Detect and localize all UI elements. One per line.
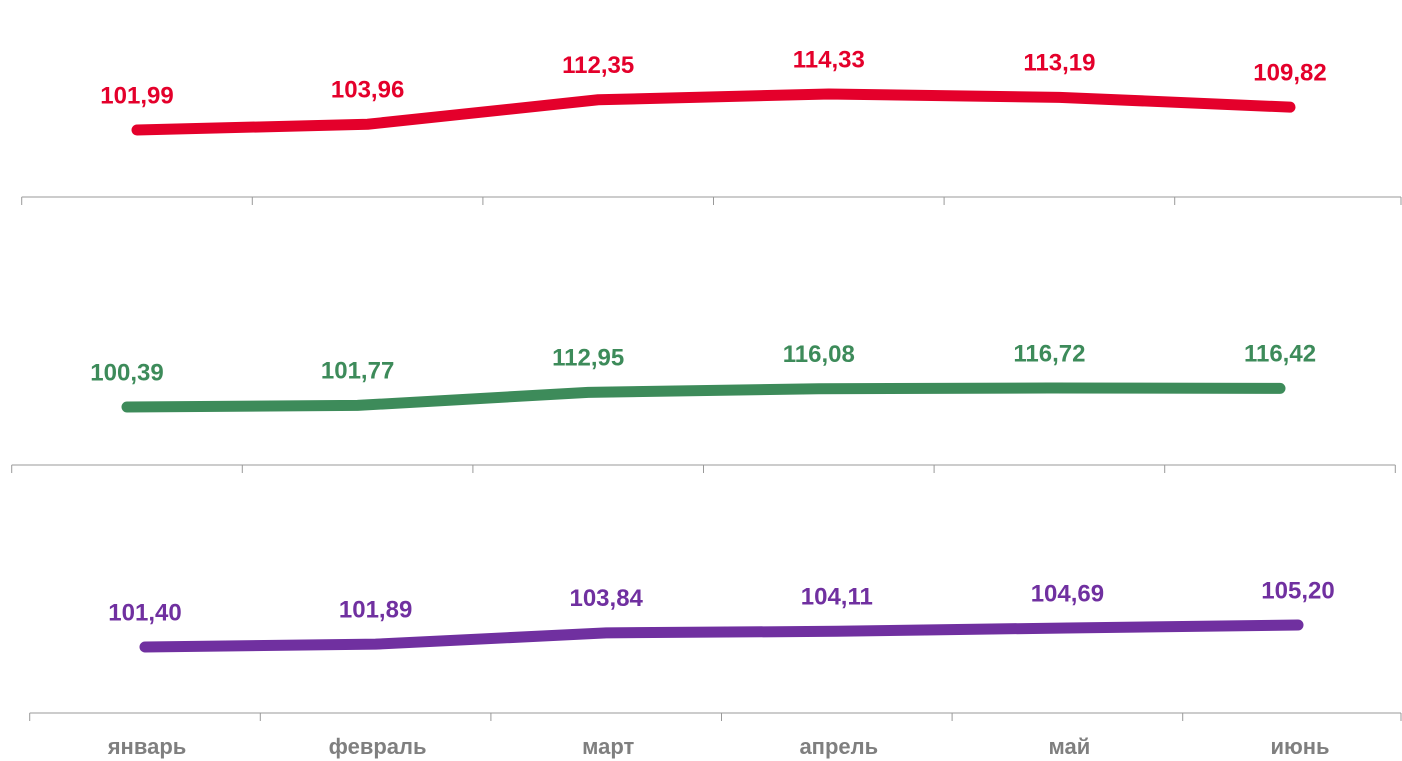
data-label: 103,96 [331,77,404,104]
data-label: 116,08 [783,341,855,368]
data-label: 103,84 [569,585,643,612]
data-label: 101,40 [108,599,181,626]
data-label: 100,39 [90,359,163,386]
data-label: 104,69 [1031,580,1104,607]
data-label: 113,19 [1023,50,1095,77]
data-label: 116,72 [1013,340,1085,367]
x-tick-label: февраль [329,734,427,759]
x-tick-label: март [582,734,634,759]
x-tick-label: июнь [1270,734,1329,759]
data-label: 101,99 [100,82,173,109]
series-line [121,382,1286,413]
data-label: 116,42 [1244,341,1316,368]
data-label: 101,89 [339,597,412,624]
data-label: 114,33 [793,46,865,73]
data-label: 112,95 [552,345,624,372]
series-line [131,88,1296,136]
x-tick-label: январь [107,734,187,759]
data-label: 104,11 [801,584,873,611]
series-line [139,619,1304,653]
data-label: 109,82 [1253,60,1326,87]
data-label: 105,20 [1261,577,1334,604]
x-tick-label: май [1049,734,1091,759]
x-tick-label: апрель [799,734,878,759]
data-label: 112,35 [562,52,634,79]
data-label: 101,77 [321,358,394,385]
